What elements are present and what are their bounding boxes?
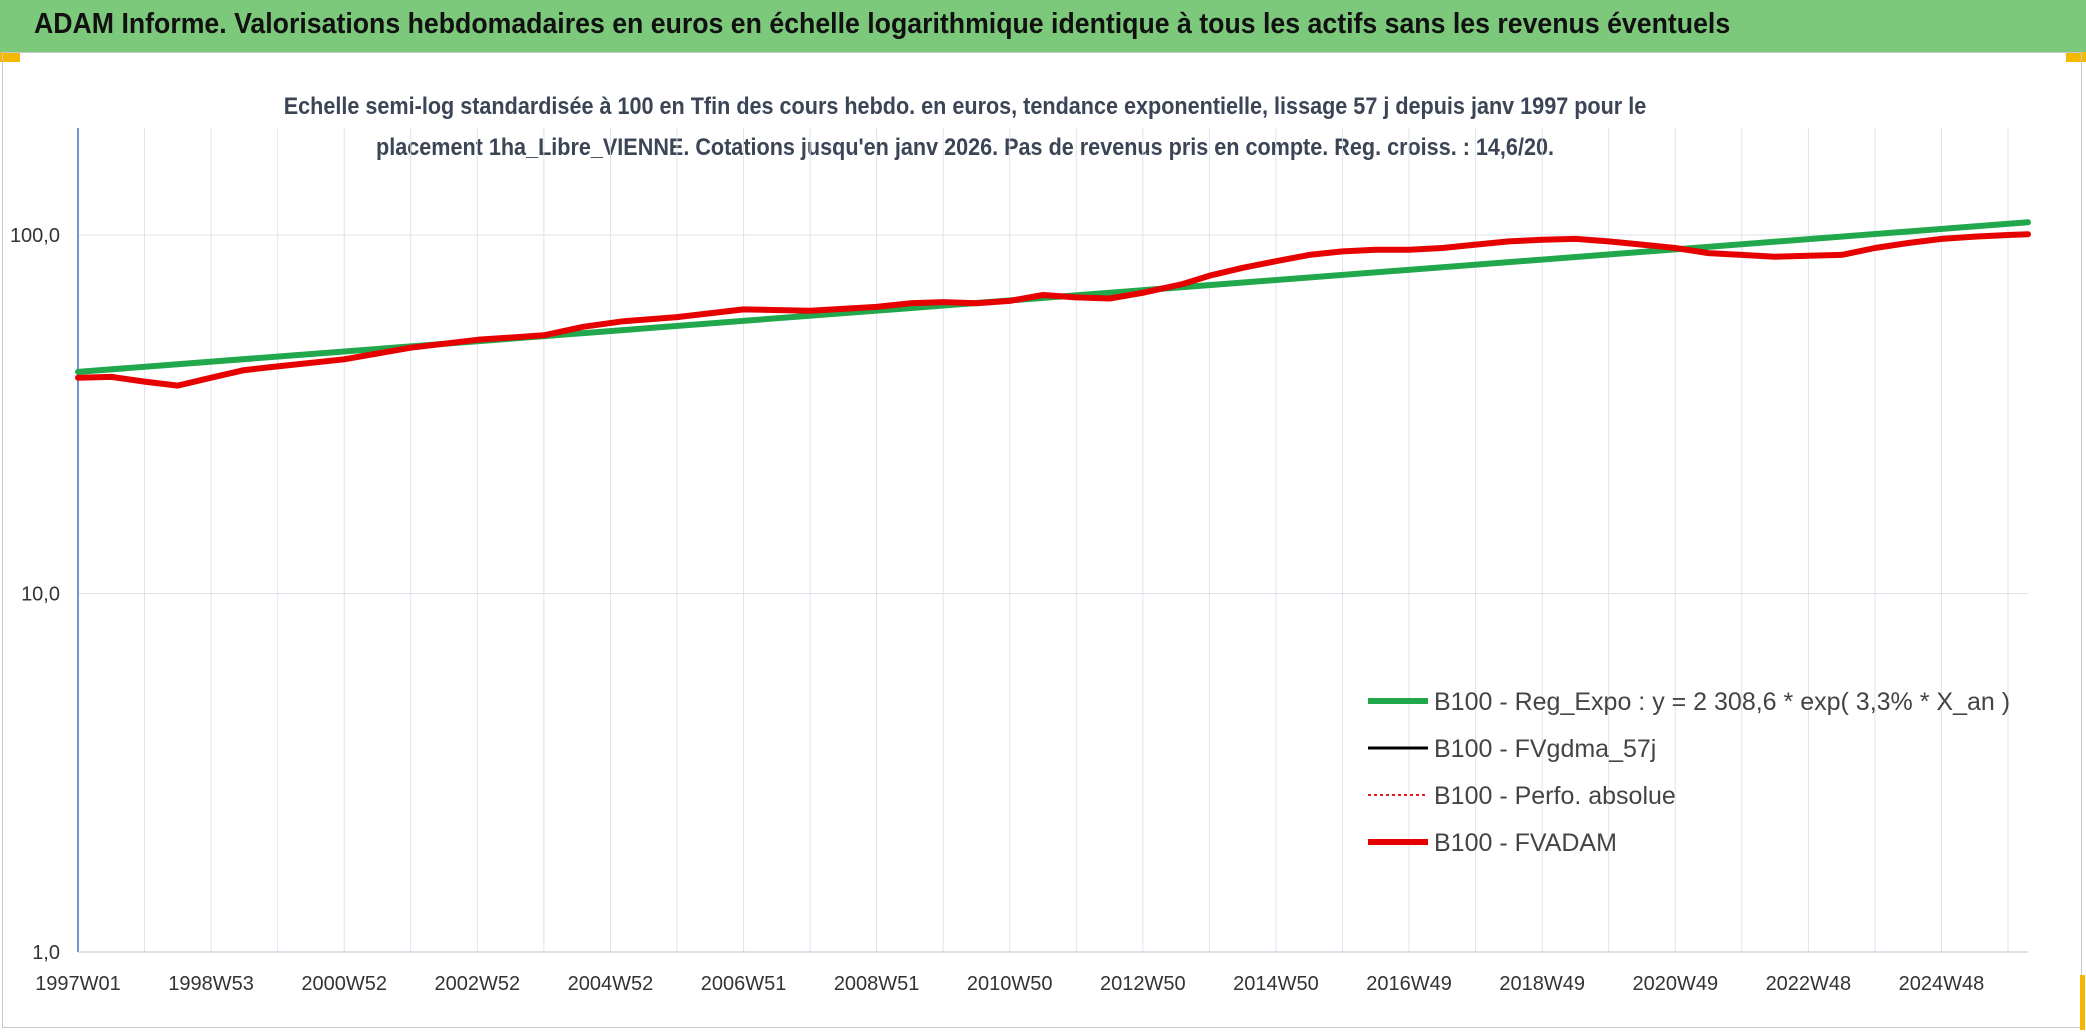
y-tick-label: 1,0 (32, 942, 60, 964)
legend-label-fvgdma: B100 - FVgdma_57j (1434, 735, 1656, 763)
x-tick-label: 2010W50 (967, 973, 1053, 995)
chart-frame (2, 52, 2082, 1028)
x-tick-label: 1998W53 (168, 973, 254, 995)
x-tick-label: 2024W48 (1899, 973, 1985, 995)
x-tick-label: 2020W49 (1632, 973, 1718, 995)
y-tick-label: 100,0 (10, 225, 60, 247)
chart-subtitle: Echelle semi-log standardisée à 100 en T… (223, 86, 1708, 168)
x-tick-label: 2004W52 (568, 973, 654, 995)
header-banner: ADAM Informe. Valorisations hebdomadaire… (0, 0, 2086, 52)
x-tick-label: 2022W48 (1766, 973, 1852, 995)
y-tick-label: 10,0 (21, 584, 60, 606)
horizontal-gridlines (78, 234, 2028, 594)
x-tick-label: 2000W52 (301, 973, 387, 995)
chart-subtitle-line1: Echelle semi-log standardisée à 100 en T… (283, 93, 1647, 120)
vertical-gridlines (144, 128, 2009, 952)
legend-label-fvadam: B100 - FVADAM (1434, 829, 1617, 857)
series-line-fvadam (75, 231, 2031, 389)
chart-legend: B100 - Reg_Expo : y = 2 308,6 * exp( 3,3… (1368, 688, 2010, 857)
corner-marker-right (2066, 52, 2086, 62)
x-tick-label: 2002W52 (435, 973, 521, 995)
x-tick-label: 1997W01 (35, 973, 121, 995)
x-tick-label: 2006W51 (701, 973, 787, 995)
corner-marker-left (0, 52, 20, 62)
x-tick-label: 2016W49 (1366, 973, 1452, 995)
x-tick-label: 2014W50 (1233, 973, 1319, 995)
series-lines (75, 219, 2031, 389)
x-tick-label: 2018W49 (1499, 973, 1585, 995)
legend-label-perfo: B100 - Perfo. absolue (1434, 782, 1676, 810)
corner-marker-bottom-right (2080, 975, 2085, 1030)
x-tick-label: 2008W51 (834, 973, 920, 995)
x-tick-label: 2012W50 (1100, 973, 1186, 995)
x-tick-labels: 1997W01 1998W53 2000W52 2002W52 2004W52 2006W… (35, 973, 1984, 995)
chart-subtitle-line2: placement 1ha_Libre_VIENNE. Cotations ju… (376, 134, 1554, 161)
report-title: ADAM Informe. Valorisations hebdomadaire… (34, 8, 1731, 40)
y-tick-labels: 100,0 10,0 1,0 (10, 225, 60, 964)
legend-label-reg_expo: B100 - Reg_Expo : y = 2 308,6 * exp( 3,3… (1434, 688, 2010, 716)
